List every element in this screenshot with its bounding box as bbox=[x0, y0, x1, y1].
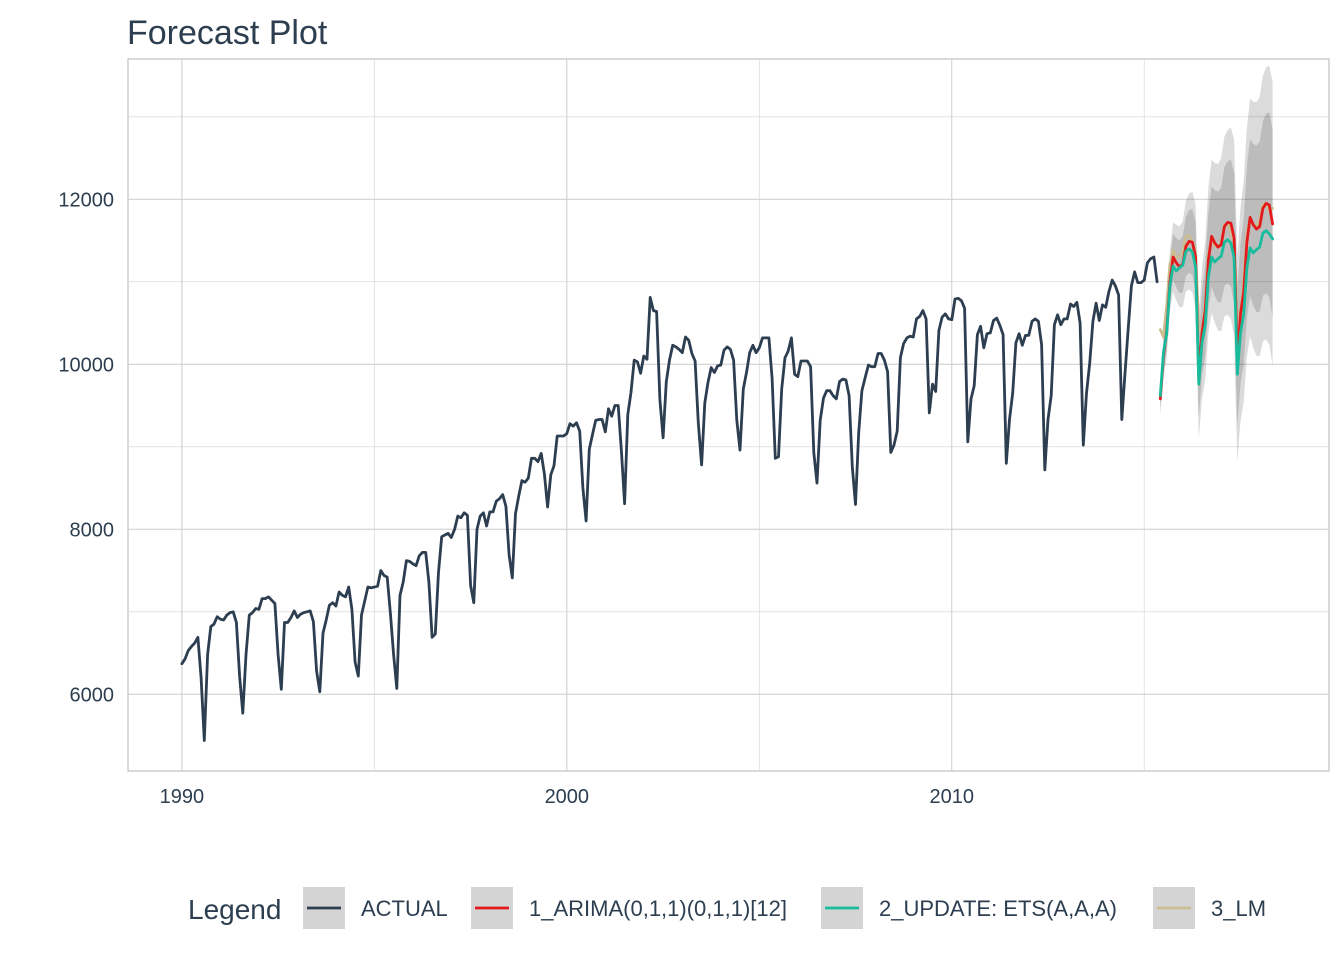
legend-label-3-lm: 3_LM bbox=[1211, 896, 1266, 921]
plot-panel bbox=[127, 58, 1330, 772]
series-line-actual bbox=[180, 255, 1159, 742]
legend-title: Legend bbox=[188, 894, 281, 925]
legend-label-actual: ACTUAL bbox=[361, 896, 448, 921]
plot-area bbox=[127, 58, 1330, 772]
series-line-2-update-ets-a-a-a bbox=[1158, 229, 1274, 397]
series-line-1-arima-0-1-1-0-1-1-12 bbox=[1158, 202, 1274, 401]
legend: Legend ACTUAL 1_ARIMA(0,1,1)(0,1,1)[12] 2_… bbox=[188, 887, 1266, 929]
confidence-band-80 bbox=[1160, 112, 1273, 427]
x-axis: 1990 2000 2010 bbox=[160, 786, 974, 808]
y-tick-label: 12000 bbox=[58, 189, 114, 211]
y-tick-label: 10000 bbox=[58, 354, 114, 376]
chart-title: Forecast Plot bbox=[127, 14, 328, 52]
x-tick-label: 1990 bbox=[160, 786, 205, 808]
y-tick-label: 8000 bbox=[70, 519, 115, 541]
y-axis: 6000 8000 10000 12000 bbox=[58, 189, 114, 706]
x-tick-label: 2000 bbox=[545, 786, 590, 808]
y-tick-label: 6000 bbox=[70, 684, 115, 706]
confidence-band-95 bbox=[1160, 65, 1273, 462]
legend-label-2-update-ets-a-a-a: 2_UPDATE: ETS(A,A,A) bbox=[879, 896, 1117, 921]
legend-label-1-arima-0-1-1-0-1-1-12: 1_ARIMA(0,1,1)(0,1,1)[12] bbox=[529, 896, 787, 921]
x-tick-label: 2010 bbox=[930, 786, 975, 808]
